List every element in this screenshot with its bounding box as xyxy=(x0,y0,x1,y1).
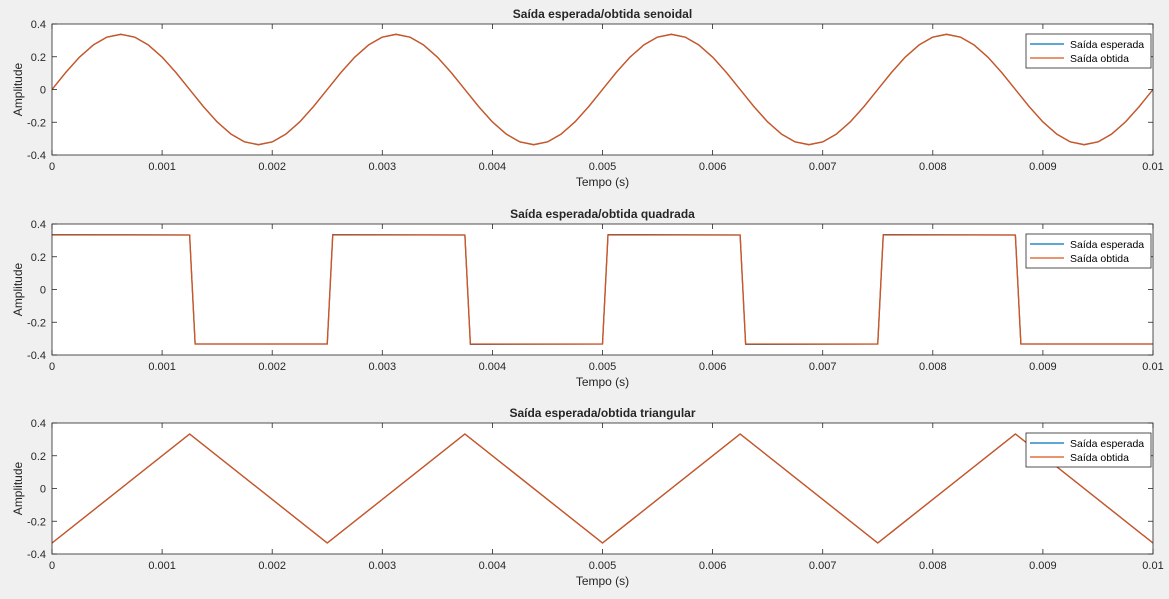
series-group xyxy=(52,433,1153,544)
x-tick-label: 0.008 xyxy=(919,361,947,373)
x-tick-label: 0.01 xyxy=(1142,361,1163,373)
legend: Saída esperada Saída obtida xyxy=(1025,33,1152,69)
x-tick-label: 0.003 xyxy=(369,161,397,173)
y-tick-label: 0 xyxy=(40,285,46,297)
y-tick-label: -0.4 xyxy=(27,150,46,162)
x-tick-label: 0.007 xyxy=(809,161,837,173)
y-tick-label: 0.2 xyxy=(31,52,46,64)
x-tick-label: 0.002 xyxy=(258,161,286,173)
subplot-1: 0 0.001 0.002 0.003 0.004 0.005 0.006 0.007 0.00… xyxy=(11,7,1164,189)
series-line-2 xyxy=(52,33,1153,146)
x-tick-label: 0.005 xyxy=(589,361,617,373)
x-tick-label: 0 xyxy=(49,161,55,173)
y-tick-label: -0.4 xyxy=(27,350,46,362)
x-tick-label: 0.001 xyxy=(148,161,176,173)
x-tick-label: 0.01 xyxy=(1142,560,1163,572)
x-tick-label: 0 xyxy=(49,560,55,572)
legend-label-2: Saída obtida xyxy=(1070,53,1129,65)
x-tick-label: 0.009 xyxy=(1029,560,1057,572)
y-axis-label: Amplitude xyxy=(11,462,25,516)
legend-box xyxy=(1025,432,1152,468)
series-group xyxy=(52,33,1153,146)
series-line-2 xyxy=(52,433,1153,544)
chart-title: Saída esperada/obtida quadrada xyxy=(510,207,695,221)
x-tick-label: 0.004 xyxy=(479,361,507,373)
legend: Saída esperada Saída obtida xyxy=(1025,432,1152,468)
legend-label-2: Saída obtida xyxy=(1070,452,1129,464)
y-tick-label: 0.4 xyxy=(31,219,46,231)
x-axis-label: Tempo (s) xyxy=(576,375,629,389)
series-group xyxy=(52,233,1153,346)
y-axis-label: Amplitude xyxy=(11,63,25,117)
x-tick-label: 0.008 xyxy=(919,161,947,173)
x-tick-label: 0.001 xyxy=(148,361,176,373)
x-tick-label: 0 xyxy=(49,361,55,373)
x-tick-label: 0.002 xyxy=(258,560,286,572)
x-tick-label: 0.007 xyxy=(809,361,837,373)
y-axis-label: Amplitude xyxy=(11,263,25,317)
y-tick-label: -0.2 xyxy=(27,317,46,329)
legend-label-2: Saída obtida xyxy=(1070,253,1129,265)
y-tick-label: -0.2 xyxy=(27,117,46,129)
y-tick-label: 0 xyxy=(40,85,46,97)
legend-box xyxy=(1025,33,1152,69)
x-tick-label: 0.006 xyxy=(699,560,727,572)
x-tick-label: 0.005 xyxy=(589,161,617,173)
series-line-2 xyxy=(52,234,1153,345)
x-tick-label: 0.009 xyxy=(1029,161,1057,173)
y-tick-label: -0.4 xyxy=(27,549,46,561)
legend-label-1: Saída esperada xyxy=(1070,438,1144,450)
x-tick-label: 0.004 xyxy=(479,161,507,173)
x-tick-label: 0.003 xyxy=(369,560,397,572)
x-tick-label: 0.005 xyxy=(589,560,617,572)
x-tick-label: 0.008 xyxy=(919,560,947,572)
x-tick-label: 0.009 xyxy=(1029,361,1057,373)
y-tick-label: 0.4 xyxy=(31,418,46,430)
x-axis-label: Tempo (s) xyxy=(576,574,629,588)
legend-label-1: Saída esperada xyxy=(1070,239,1144,251)
x-tick-label: 0.003 xyxy=(369,361,397,373)
x-axis-label: Tempo (s) xyxy=(576,175,629,189)
chart-title: Saída esperada/obtida senoidal xyxy=(513,7,692,21)
x-tick-label: 0.01 xyxy=(1142,161,1163,173)
x-tick-label: 0.006 xyxy=(699,361,727,373)
x-tick-label: 0.001 xyxy=(148,560,176,572)
y-tick-label: 0.2 xyxy=(31,451,46,463)
x-tick-label: 0.004 xyxy=(479,560,507,572)
legend-label-1: Saída esperada xyxy=(1070,39,1144,51)
x-tick-label: 0.002 xyxy=(258,361,286,373)
subplot-2: 0 0.001 0.002 0.003 0.004 0.005 0.006 0.007 0.00… xyxy=(11,207,1164,389)
y-tick-label: 0.2 xyxy=(31,252,46,264)
plot-area xyxy=(52,423,1153,554)
y-tick-label: 0.4 xyxy=(31,19,46,31)
legend: Saída esperada Saída obtida xyxy=(1025,233,1152,269)
subplot-3: 0 0.001 0.002 0.003 0.004 0.005 0.006 0.007 0.00… xyxy=(11,406,1164,588)
y-tick-label: -0.2 xyxy=(27,516,46,528)
chart-title: Saída esperada/obtida triangular xyxy=(509,406,695,420)
y-tick-label: 0 xyxy=(40,484,46,496)
x-tick-label: 0.007 xyxy=(809,560,837,572)
legend-box xyxy=(1025,233,1152,269)
x-tick-label: 0.006 xyxy=(699,161,727,173)
